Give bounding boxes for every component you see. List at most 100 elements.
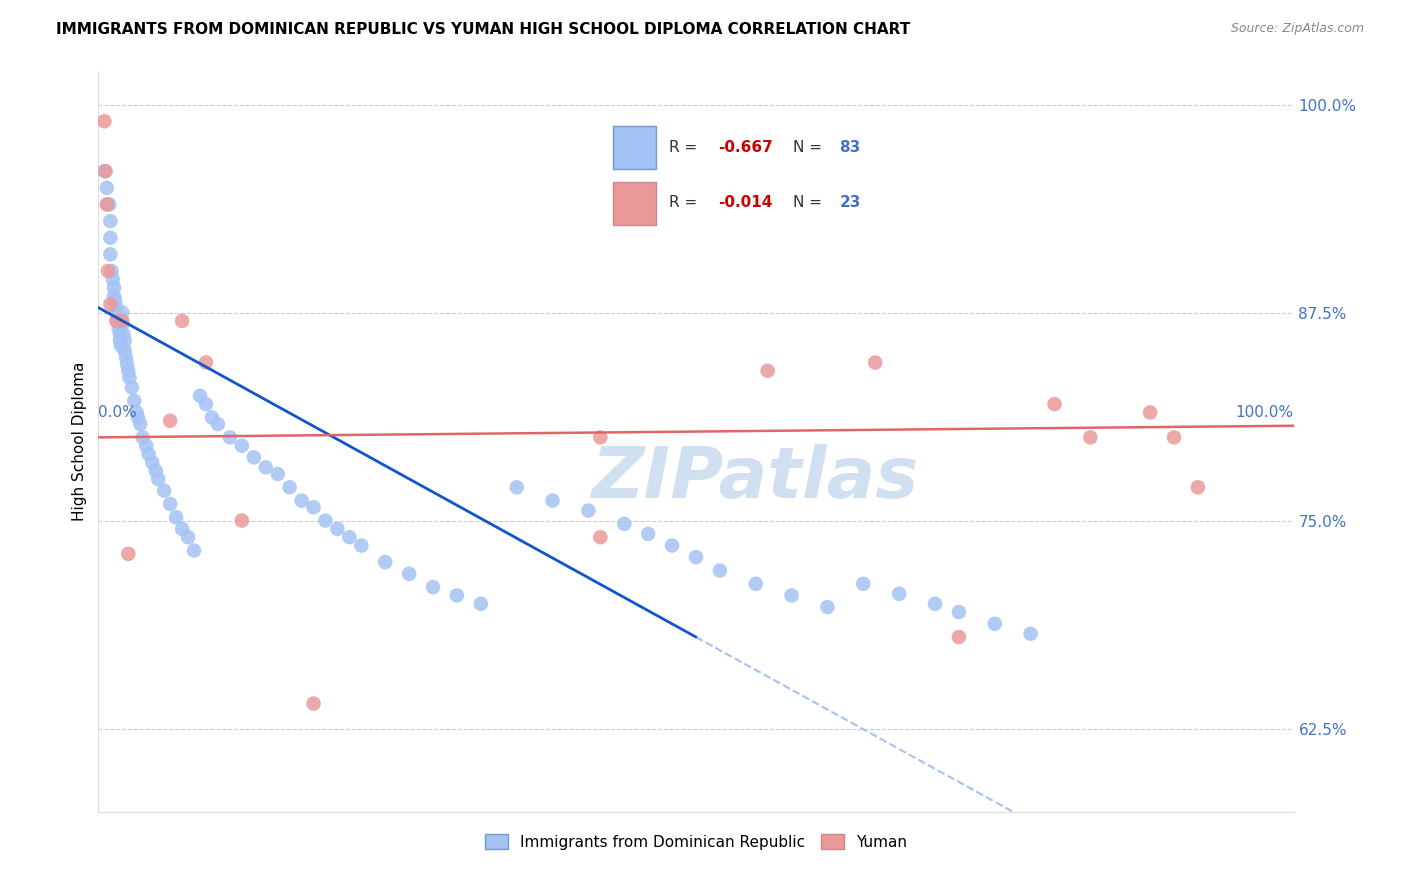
Y-axis label: High School Diploma: High School Diploma (72, 362, 87, 521)
Point (1043, 397, 1066, 411)
Point (107, 314, 129, 328)
Point (159, 497, 181, 511)
Point (127, 410, 149, 425)
Point (188, 389, 211, 403)
Point (114, 334, 136, 348)
Point (446, 589, 468, 603)
Point (111, 318, 134, 332)
Point (541, 493, 564, 508)
Point (398, 566, 420, 581)
Point (195, 355, 218, 369)
Point (148, 472, 170, 486)
Point (105, 314, 128, 328)
Point (118, 370, 141, 384)
Point (948, 605, 970, 619)
Point (470, 597, 492, 611)
Point (98, 247, 122, 261)
Text: Source: ZipAtlas.com: Source: ZipAtlas.com (1230, 22, 1364, 36)
Point (165, 510, 187, 524)
Point (108, 334, 131, 348)
Point (159, 414, 181, 428)
Point (589, 530, 612, 544)
Point (291, 493, 314, 508)
Point (207, 417, 229, 431)
Point (315, 514, 337, 528)
Point (231, 514, 253, 528)
Point (114, 343, 136, 358)
Point (93, 164, 115, 178)
Point (1163, 430, 1185, 444)
Point (135, 439, 157, 453)
Point (350, 539, 373, 553)
Point (267, 467, 290, 481)
Point (121, 380, 143, 394)
Point (780, 589, 803, 603)
Point (103, 289, 125, 303)
Point (98, 197, 121, 211)
Point (108, 327, 131, 342)
Point (153, 483, 176, 498)
Point (105, 301, 128, 315)
Point (756, 364, 779, 378)
Point (125, 405, 148, 419)
Point (924, 597, 946, 611)
Point (124, 393, 146, 408)
Point (117, 547, 139, 561)
Point (97, 264, 120, 278)
Point (103, 280, 125, 294)
Point (98, 297, 122, 311)
Point (219, 430, 242, 444)
Point (131, 430, 153, 444)
Point (1080, 430, 1102, 444)
Point (948, 630, 970, 644)
Point (98, 214, 122, 228)
Point (422, 580, 444, 594)
Point (589, 430, 612, 444)
Point (96, 197, 118, 211)
Point (98, 231, 122, 245)
Point (111, 314, 134, 328)
Point (195, 397, 218, 411)
Text: IMMIGRANTS FROM DOMINICAN REPUBLIC VS YUMAN HIGH SCHOOL DIPLOMA CORRELATION CHAR: IMMIGRANTS FROM DOMINICAN REPUBLIC VS YU… (56, 22, 911, 37)
Point (709, 564, 731, 578)
Point (94, 164, 117, 178)
Point (745, 576, 768, 591)
Point (852, 576, 875, 591)
Point (100, 264, 122, 278)
Point (201, 410, 224, 425)
Point (865, 355, 887, 369)
Point (117, 364, 139, 378)
Point (506, 480, 529, 494)
Point (231, 439, 253, 453)
Point (374, 555, 396, 569)
Point (107, 322, 129, 336)
Point (105, 305, 128, 319)
Point (1019, 626, 1042, 640)
Point (326, 522, 349, 536)
Point (96, 181, 118, 195)
Point (984, 616, 1007, 631)
Point (661, 539, 683, 553)
Point (141, 455, 163, 469)
Point (1187, 480, 1209, 494)
Point (637, 527, 659, 541)
Point (183, 543, 205, 558)
Point (613, 516, 636, 531)
Point (578, 503, 600, 517)
Point (302, 500, 325, 515)
Point (93, 114, 115, 128)
Point (112, 327, 135, 342)
Point (339, 530, 361, 544)
Point (145, 464, 167, 478)
Point (889, 587, 911, 601)
Point (104, 293, 127, 308)
Point (278, 480, 301, 494)
Point (172, 314, 194, 328)
Point (110, 339, 132, 353)
Point (101, 272, 124, 286)
Point (1139, 405, 1161, 419)
Point (177, 530, 200, 544)
Point (302, 697, 325, 711)
Legend: Immigrants from Dominican Republic, Yuman: Immigrants from Dominican Republic, Yuma… (479, 828, 912, 856)
Point (685, 550, 707, 565)
